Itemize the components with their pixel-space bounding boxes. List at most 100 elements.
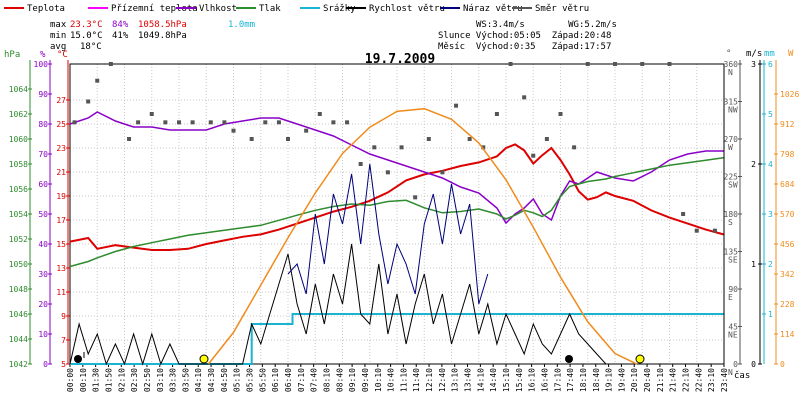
mm-axis-header: mm bbox=[764, 49, 775, 59]
direction-axis-tick-label: 225 bbox=[724, 173, 739, 182]
srazky-series-line bbox=[70, 313, 724, 365]
x-axis-tick-label: 09:10 bbox=[348, 368, 357, 392]
direction-compass-label: E bbox=[728, 293, 733, 302]
solar-axis-tick-label: 798 bbox=[780, 150, 795, 159]
humidity-axis-tick-label: 70 bbox=[38, 150, 48, 159]
x-axis-tick-label: 04:50 bbox=[220, 368, 229, 392]
x-axis-tick-label: 05:50 bbox=[258, 368, 267, 392]
x-axis-tick-label: 10:10 bbox=[374, 368, 383, 392]
sunset-marker-icon bbox=[635, 354, 645, 364]
humidity-axis-tick-label: 20 bbox=[38, 300, 48, 309]
wind-direction-point bbox=[558, 112, 563, 116]
legend-label: Vlhkost bbox=[199, 4, 237, 14]
pressure-axis-tick-label: 1056 bbox=[9, 185, 28, 194]
temperature-axis-tick-label: 19 bbox=[56, 192, 66, 201]
wind-direction-point bbox=[481, 145, 486, 150]
vlhkost-series-line bbox=[69, 111, 724, 225]
solar-axis-tick-label: 456 bbox=[780, 240, 795, 249]
stats-max-label: max bbox=[50, 20, 67, 30]
x-axis-tick-label: 07:40 bbox=[310, 368, 319, 392]
ms-axis-header: m/s bbox=[746, 49, 762, 59]
x-axis-tick-label: 14:40 bbox=[489, 368, 498, 392]
stats-block: max 23.3°C 84% 1058.5hPa 1.0mm min 15.0°… bbox=[50, 20, 255, 52]
wind-direction-point bbox=[494, 112, 499, 116]
pressure-axis-tick-label: 1058 bbox=[9, 160, 28, 169]
legend-label: Rychlost větru bbox=[369, 4, 445, 14]
wind-direction-point bbox=[508, 62, 513, 66]
moonset-marker-icon bbox=[565, 355, 573, 363]
rain-axis-tick-label: 5 bbox=[768, 110, 773, 119]
x-axis-tick-label: 12:40 bbox=[438, 368, 447, 392]
humidity-axis-tick-label: 40 bbox=[38, 240, 48, 249]
legend-label: Směr větru bbox=[535, 4, 589, 14]
wind-direction-point bbox=[276, 120, 281, 125]
moonrise-marker-icon bbox=[74, 355, 82, 363]
wind-direction-point bbox=[108, 62, 113, 66]
humidity-axis-tick-label: 100 bbox=[34, 60, 49, 69]
rain-axis-tick-label: 4 bbox=[768, 160, 773, 169]
direction-compass-label: SE bbox=[728, 256, 738, 265]
stats-avg-label: avg bbox=[50, 42, 66, 52]
astro-moon-line: Měsíc Východ:0:35 Západ:17:57 bbox=[438, 42, 611, 52]
stats-min-temp: 15.0°C bbox=[70, 31, 103, 41]
x-axis-tick-label: 11:10 bbox=[399, 368, 408, 392]
x-axis-tick-label: 02:30 bbox=[130, 368, 139, 392]
x-axis-tick-label: 22:10 bbox=[682, 368, 691, 392]
x-axis-tick-label: 21:40 bbox=[669, 368, 678, 392]
wind-axis-tick-label: 0 bbox=[751, 360, 756, 369]
wind-direction-point bbox=[585, 62, 590, 66]
deg-axis-header: ° bbox=[726, 49, 731, 59]
humidity-axis-tick-label: 60 bbox=[38, 180, 48, 189]
x-axis-tick-label: 06:40 bbox=[284, 368, 293, 392]
wind-direction-point bbox=[613, 62, 617, 66]
humidity-axis-tick-label: 80 bbox=[38, 120, 48, 129]
pressure-axis-tick-label: 1046 bbox=[9, 310, 28, 319]
grid bbox=[69, 64, 725, 365]
direction-axis-tick-label: 135 bbox=[724, 248, 739, 257]
wind-direction-point bbox=[263, 120, 268, 125]
pressure-axis-tick-label: 1062 bbox=[9, 110, 28, 119]
x-axis-tick-label: 01:30 bbox=[92, 368, 101, 392]
wind-direction-point bbox=[304, 128, 309, 133]
rychlost-vetru-series-line bbox=[69, 243, 724, 366]
wind-direction-point bbox=[136, 120, 141, 125]
direction-axis-tick-label: 0 bbox=[733, 360, 738, 369]
hpa-axis-header: hPa bbox=[4, 50, 20, 60]
x-axis-tick-label: 17:40 bbox=[566, 368, 575, 392]
x-axis-tick-label: 02:50 bbox=[143, 368, 152, 392]
temperature-axis-tick-label: 21 bbox=[56, 168, 66, 177]
wind-direction-point bbox=[531, 153, 536, 158]
solar-axis-tick-label: 0 bbox=[780, 360, 785, 369]
wind-direction-point bbox=[399, 145, 404, 150]
x-axis-tick-label: 10:40 bbox=[387, 368, 396, 392]
humidity-axis-tick-label: 0 bbox=[43, 360, 48, 369]
wind-direction-point bbox=[413, 195, 418, 200]
stats-min-label: min bbox=[50, 31, 66, 41]
wind-direction-point bbox=[440, 170, 445, 175]
pressure-axis-tick-label: 1042 bbox=[9, 360, 28, 369]
astro-block: WS:3.4m/s WG:5.2m/s Slunce Východ:05:05 … bbox=[438, 20, 617, 52]
degc-axis-header: °C bbox=[57, 50, 68, 60]
x-axis-tick-label: 05:30 bbox=[246, 368, 255, 392]
rain-axis-tick-label: 1 bbox=[768, 310, 773, 319]
x-axis-tick-label: 18:40 bbox=[592, 368, 601, 392]
pressure-axis-tick-label: 1064 bbox=[9, 85, 28, 94]
sunrise-marker-icon bbox=[199, 354, 209, 364]
x-axis-tick-label: 06:10 bbox=[271, 368, 280, 392]
temperature-axis-tick-label: 5 bbox=[61, 360, 66, 369]
x-axis-tick-label: 03:10 bbox=[156, 368, 165, 392]
x-axis-tick-label: 14:10 bbox=[476, 368, 485, 392]
temperature-axis-tick-label: 7 bbox=[61, 336, 66, 345]
wind-direction-point bbox=[149, 112, 154, 116]
x-axis-tick-label: 16:10 bbox=[528, 368, 537, 392]
wind-direction-point bbox=[231, 128, 236, 133]
wind-direction-point bbox=[522, 95, 527, 100]
series bbox=[69, 62, 724, 366]
x-axis-tick-label: 23:10 bbox=[707, 368, 716, 392]
direction-compass-label: N bbox=[728, 368, 733, 377]
direction-axis-tick-label: 90 bbox=[728, 285, 738, 294]
x-axis-label: čas bbox=[734, 370, 750, 381]
legend: Teplota Přízemní teplota Vlhkost Tlak Srážky… bbox=[4, 4, 589, 14]
wind-direction-point bbox=[317, 112, 322, 116]
